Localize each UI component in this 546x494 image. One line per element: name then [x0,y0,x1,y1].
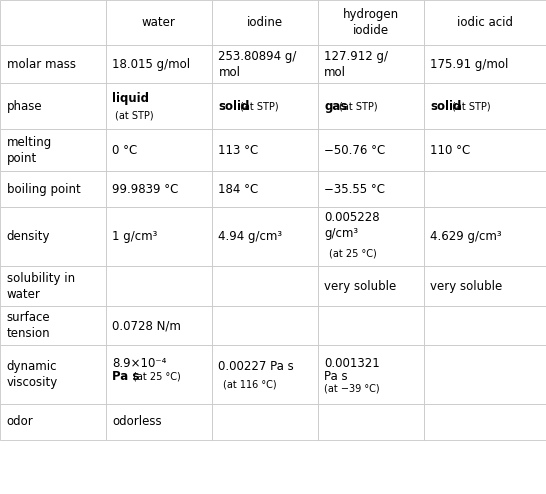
Bar [106,0,212,45]
Text: 127.912 g/
mol: 127.912 g/ mol [324,50,388,79]
Text: 110 °C: 110 °C [430,144,471,157]
Text: (at 25 °C): (at 25 °C) [133,371,181,381]
Bar [318,266,424,306]
Bar [212,404,318,440]
Text: 0.005228
g/cm³: 0.005228 g/cm³ [324,211,380,240]
Bar [0,129,106,171]
Bar [212,306,318,345]
Text: −50.76 °C: −50.76 °C [324,144,385,157]
Bar [0,266,106,306]
Bar [212,45,318,83]
Text: iodic acid: iodic acid [457,16,513,29]
Bar [424,306,546,345]
Bar [212,345,318,404]
Text: (at STP): (at STP) [240,101,279,111]
Bar [212,171,318,207]
Text: solid: solid [430,100,461,113]
Text: 113 °C: 113 °C [218,144,259,157]
Bar [0,45,106,83]
Text: 99.9839 °C: 99.9839 °C [112,183,179,196]
Bar [212,0,318,45]
Text: hydrogen
iodide: hydrogen iodide [343,8,399,37]
Text: 253.80894 g/
mol: 253.80894 g/ mol [218,50,297,79]
Text: density: density [7,230,50,243]
Text: gas: gas [324,100,348,113]
Text: very soluble: very soluble [430,280,502,292]
Text: 184 °C: 184 °C [218,183,259,196]
Bar [212,83,318,129]
Text: 175.91 g/mol: 175.91 g/mol [430,58,509,71]
Text: dynamic
viscosity: dynamic viscosity [7,360,58,389]
Text: liquid: liquid [112,92,150,105]
Bar [0,171,106,207]
Text: (at −39 °C): (at −39 °C) [324,383,380,393]
Bar [106,207,212,266]
Bar [424,0,546,45]
Text: 0 °C: 0 °C [112,144,138,157]
Bar [106,345,212,404]
Text: (at STP): (at STP) [115,110,154,120]
Bar [106,45,212,83]
Text: (at 116 °C): (at 116 °C) [223,379,276,389]
Bar [424,404,546,440]
Text: boiling point: boiling point [7,183,80,196]
Text: 4.94 g/cm³: 4.94 g/cm³ [218,230,282,243]
Bar [318,306,424,345]
Text: 0.0728 N/m: 0.0728 N/m [112,319,181,332]
Bar [106,171,212,207]
Bar [424,83,546,129]
Text: iodine: iodine [247,16,283,29]
Text: 1 g/cm³: 1 g/cm³ [112,230,158,243]
Text: odor: odor [7,415,33,428]
Bar [106,129,212,171]
Bar [106,83,212,129]
Text: 8.9×10⁻⁴: 8.9×10⁻⁴ [112,357,167,370]
Text: Pa s: Pa s [324,370,348,383]
Text: solid: solid [218,100,250,113]
Text: (at STP): (at STP) [452,101,491,111]
Bar [106,404,212,440]
Text: −35.55 °C: −35.55 °C [324,183,385,196]
Bar [424,266,546,306]
Bar [318,171,424,207]
Bar [424,207,546,266]
Bar [318,0,424,45]
Bar [424,45,546,83]
Bar [318,83,424,129]
Bar [318,404,424,440]
Text: molar mass: molar mass [7,58,75,71]
Bar [318,45,424,83]
Bar [424,171,546,207]
Bar [0,0,106,45]
Text: Pa s: Pa s [112,370,140,383]
Bar [424,345,546,404]
Bar [212,207,318,266]
Text: 4.629 g/cm³: 4.629 g/cm³ [430,230,502,243]
Text: odorless: odorless [112,415,162,428]
Bar [0,306,106,345]
Text: (at 25 °C): (at 25 °C) [329,248,376,258]
Text: very soluble: very soluble [324,280,396,292]
Bar [0,83,106,129]
Bar [318,207,424,266]
Bar [318,129,424,171]
Text: 18.015 g/mol: 18.015 g/mol [112,58,191,71]
Text: 0.001321: 0.001321 [324,357,380,370]
Bar [106,266,212,306]
Bar [0,345,106,404]
Bar [0,404,106,440]
Bar [0,207,106,266]
Bar [318,345,424,404]
Text: phase: phase [7,100,42,113]
Text: solubility in
water: solubility in water [7,272,75,300]
Bar [212,266,318,306]
Text: surface
tension: surface tension [7,311,50,340]
Text: water: water [142,16,176,29]
Text: 0.00227 Pa s: 0.00227 Pa s [218,360,294,373]
Bar [424,129,546,171]
Text: (at STP): (at STP) [339,101,377,111]
Text: melting
point: melting point [7,136,52,165]
Bar [106,306,212,345]
Bar [212,129,318,171]
